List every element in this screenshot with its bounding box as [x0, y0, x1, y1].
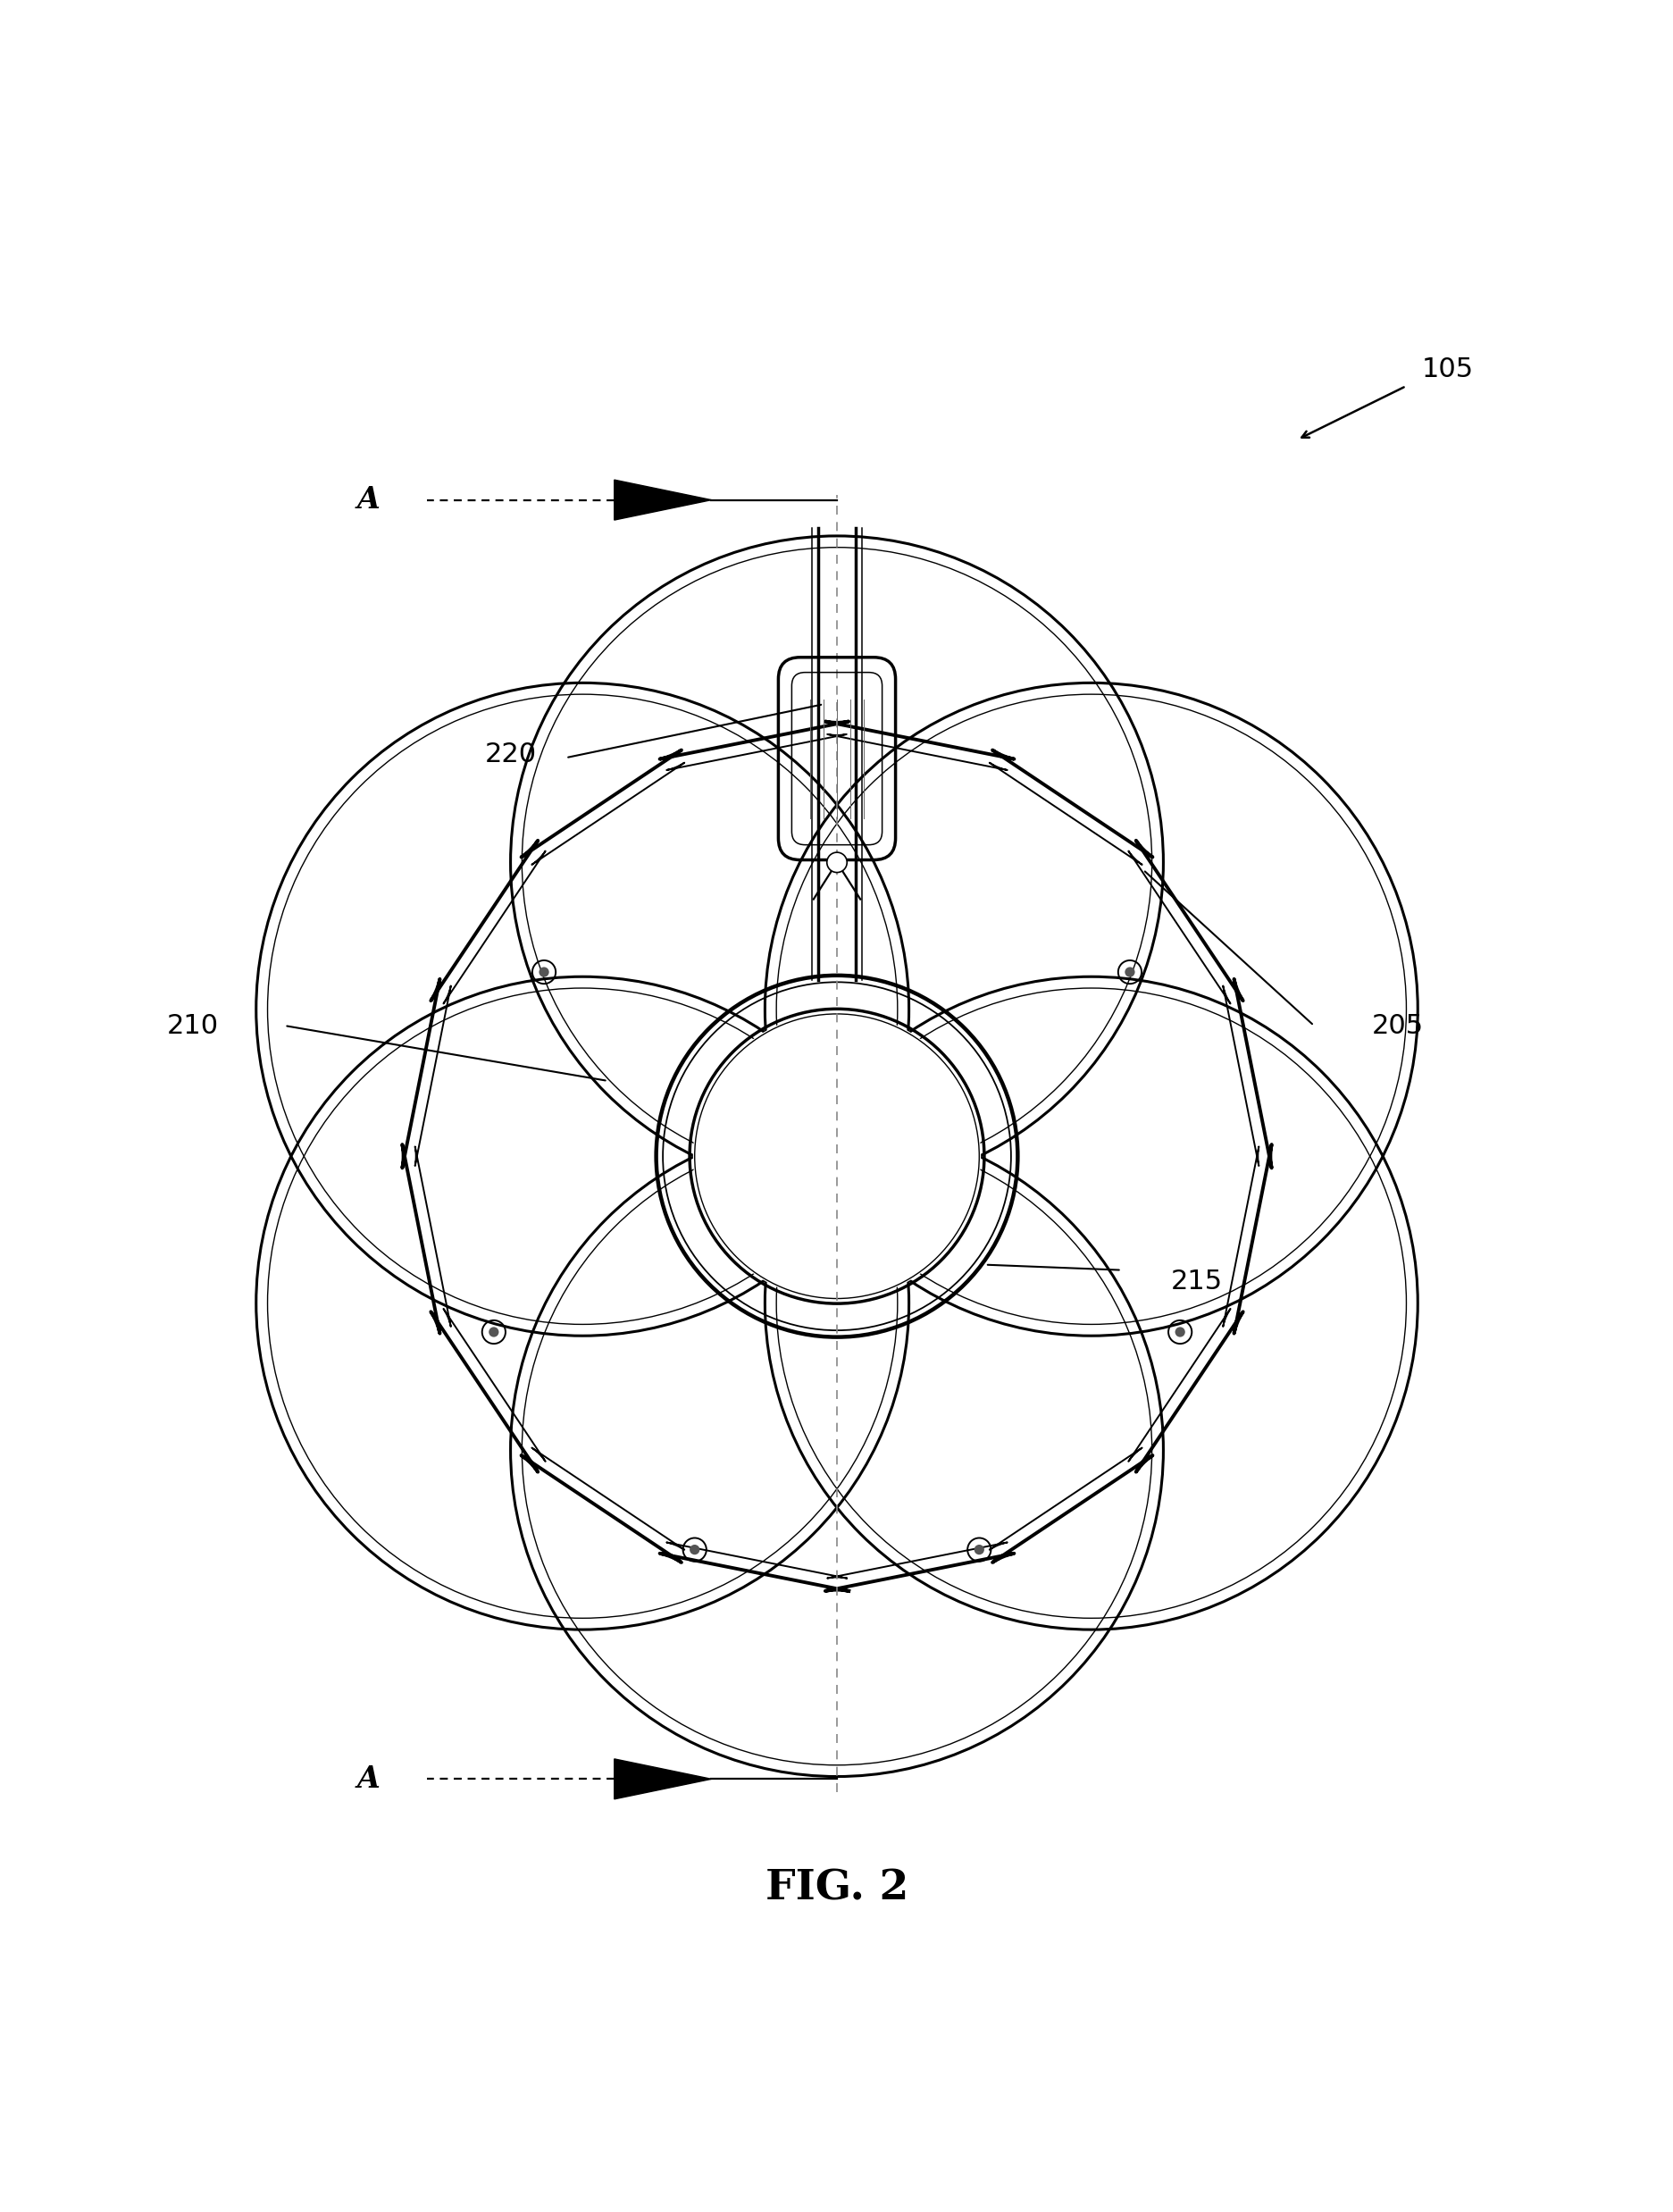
Text: A: A	[356, 484, 380, 515]
Text: A: A	[356, 1765, 380, 1794]
Text: FIG. 2: FIG. 2	[765, 1867, 908, 1909]
Text: 215: 215	[1169, 1270, 1223, 1294]
Circle shape	[489, 1327, 499, 1336]
Circle shape	[826, 852, 847, 872]
Text: 210: 210	[166, 1013, 219, 1040]
Circle shape	[1174, 1327, 1184, 1336]
Circle shape	[689, 1544, 699, 1555]
Circle shape	[1124, 967, 1134, 978]
Text: 105: 105	[1420, 356, 1474, 383]
Circle shape	[693, 1013, 980, 1301]
Circle shape	[539, 967, 549, 978]
Circle shape	[974, 1544, 984, 1555]
Polygon shape	[614, 480, 711, 520]
Text: 220: 220	[483, 741, 537, 768]
Polygon shape	[614, 1759, 711, 1798]
Text: 205: 205	[1370, 1013, 1424, 1040]
